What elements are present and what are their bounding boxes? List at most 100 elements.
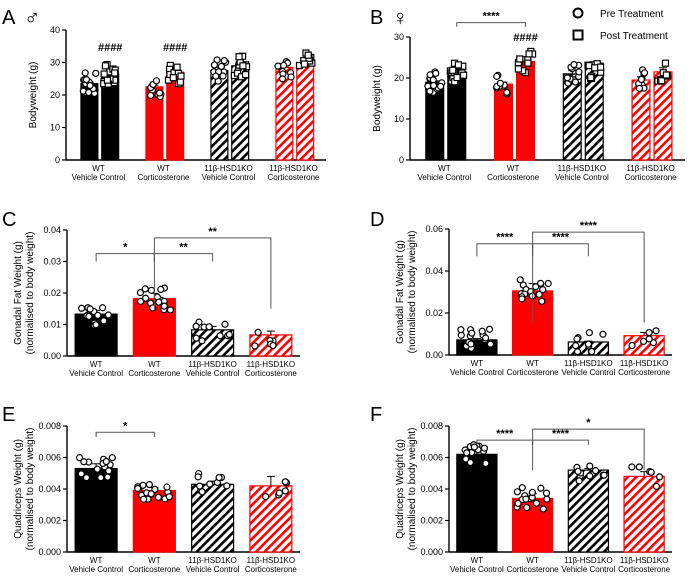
panel-label: C — [2, 209, 16, 231]
sex-symbol: ♂ — [24, 5, 41, 30]
data-point — [575, 477, 583, 485]
legend-pre-marker — [572, 7, 584, 19]
significance-mark: **** — [483, 11, 501, 23]
data-point — [532, 499, 541, 507]
data-point — [496, 79, 504, 87]
data-point — [468, 329, 476, 337]
bar — [456, 453, 498, 553]
category-label-sub: Corticosterone — [128, 369, 181, 378]
data-point — [77, 470, 85, 478]
y-axis-label-sub: (normalised to body weight) — [407, 428, 418, 551]
data-point — [528, 488, 537, 496]
category-label-sub: Vehicle Control — [450, 565, 504, 574]
category-label: 11β-HSD1KO — [204, 164, 252, 173]
significance-bracket — [153, 237, 272, 309]
data-point — [628, 463, 636, 471]
data-point — [596, 63, 605, 71]
data-point — [103, 76, 112, 84]
category-label-sub: Vehicle Control — [555, 173, 609, 182]
data-point — [635, 463, 643, 471]
data-point — [637, 75, 645, 84]
data-point — [503, 88, 511, 97]
data-point — [163, 483, 171, 491]
data-point — [235, 53, 243, 61]
data-point — [585, 329, 593, 337]
data-point — [169, 74, 177, 82]
y-tick-label: 0.04 — [425, 266, 443, 276]
legend-post-marker — [572, 29, 584, 41]
data-point — [535, 290, 543, 299]
y-axis-label: Bodyweight (g) — [372, 65, 383, 132]
data-point — [652, 482, 661, 490]
significance-mark: * — [123, 420, 128, 432]
panel-label: A — [2, 7, 16, 29]
data-point — [77, 304, 86, 312]
significance-bracket — [476, 243, 534, 257]
data-point — [155, 298, 163, 306]
category-label-sub: Vehicle Control — [202, 173, 256, 182]
y-axis-label-sub: (normalised to body weight) — [25, 232, 36, 355]
significance-mark: #### — [98, 42, 122, 54]
data-point — [177, 72, 185, 80]
data-point — [219, 72, 227, 80]
y-tick-label: 0.03 — [43, 257, 61, 267]
data-point — [538, 297, 546, 305]
data-point — [640, 69, 649, 77]
data-point — [453, 73, 461, 82]
data-point — [599, 330, 607, 338]
bar — [249, 485, 293, 553]
significance-mark: #### — [513, 32, 537, 44]
significance-bracket — [532, 243, 589, 257]
data-point — [147, 91, 155, 99]
data-point — [459, 71, 468, 79]
data-point — [304, 51, 312, 59]
data-point — [449, 66, 457, 74]
y-axis-label: Gonadal Fat Weight (g) — [13, 241, 24, 345]
y-tick-label: 0.002 — [38, 516, 61, 526]
data-point — [278, 75, 287, 83]
data-point — [145, 480, 153, 489]
data-point — [516, 276, 524, 284]
category-label-sub: Vehicle Control — [561, 565, 615, 574]
y-tick-label: 0.006 — [38, 453, 61, 463]
bar — [567, 469, 610, 553]
significance-mark: **** — [552, 232, 570, 244]
significance-bracket — [153, 253, 214, 262]
category-label: 11β-HSD1KO — [620, 359, 668, 368]
y-tick-label: 0.02 — [43, 288, 61, 298]
data-point — [281, 487, 289, 495]
panel-label: B — [370, 7, 383, 29]
data-point — [192, 334, 200, 342]
y-tick-label: 10 — [394, 114, 404, 124]
data-point — [173, 63, 181, 71]
data-point — [241, 71, 250, 79]
significance-bracket — [532, 428, 645, 471]
bar — [562, 73, 582, 161]
data-point — [82, 76, 91, 84]
data-point — [481, 334, 490, 342]
category-label: WT — [90, 360, 103, 369]
data-point — [210, 61, 219, 69]
y-tick-label: 0.02 — [425, 308, 443, 318]
data-point — [94, 311, 102, 319]
data-point — [147, 490, 155, 498]
panel-e: E 0.000 0.002 0.004 0.006 0.008 Quadriceps Wei… — [2, 404, 300, 574]
data-point — [486, 340, 495, 348]
data-point — [82, 474, 91, 482]
significance-mark: **** — [580, 220, 598, 232]
data-point — [575, 68, 583, 76]
y-axis-label-sub: (normalised to body weight) — [25, 428, 36, 551]
data-point — [212, 72, 220, 80]
legend: Pre Treatment Post Treatment — [572, 7, 668, 42]
legend-post-label: Post Treatment — [600, 31, 668, 42]
category-label: WT — [157, 164, 170, 173]
y-tick-label: 0.000 — [38, 547, 61, 557]
category-label: WT — [90, 556, 103, 565]
category-label-sub: Corticosterone — [625, 173, 678, 182]
data-point — [216, 332, 224, 340]
y-tick-label: 30 — [394, 32, 404, 42]
y-tick-label: 0.008 — [420, 421, 443, 431]
data-point — [281, 478, 289, 486]
y-axis-label: Quadriceps Weight (g) — [395, 439, 406, 539]
data-point — [532, 283, 540, 291]
